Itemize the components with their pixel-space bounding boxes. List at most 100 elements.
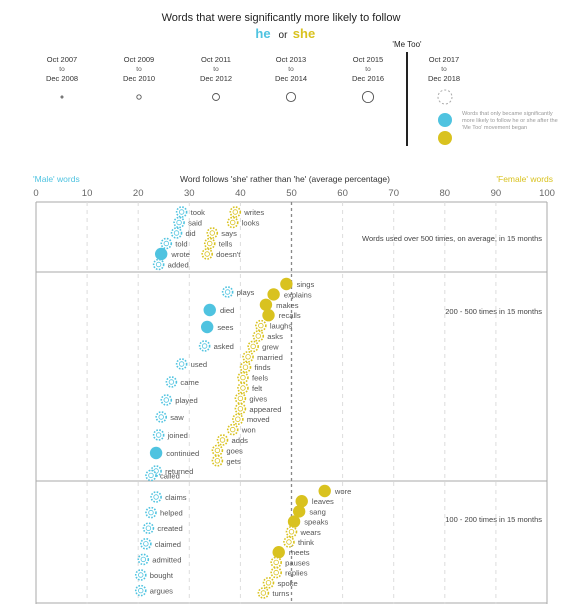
point-label: bought (150, 571, 174, 580)
data-point-core (168, 379, 175, 385)
data-point-core (201, 343, 208, 349)
data-point-core (273, 559, 279, 566)
panel-label: Words used over 500 times, on average, i… (362, 234, 542, 243)
point-label: finds (255, 363, 271, 372)
data-point (211, 454, 224, 467)
point-label: continued (166, 449, 199, 458)
data-point-core (224, 289, 231, 295)
legend-she-marker (438, 131, 452, 145)
data-point-core (138, 587, 144, 594)
period-size-marker (361, 90, 375, 104)
data-point (234, 402, 247, 415)
period-from: Oct 2015 (353, 55, 383, 64)
data-point (242, 350, 254, 363)
point-label: looks (242, 219, 260, 228)
data-point-core (265, 580, 272, 586)
period-until: Dec 2012 (200, 74, 232, 83)
data-point (160, 394, 173, 406)
data-point (232, 413, 244, 426)
data-point-core (153, 468, 159, 474)
x-tick-label: 100 (539, 188, 555, 199)
data-point-core (235, 416, 241, 422)
data-point-core (158, 414, 164, 420)
data-point (140, 537, 152, 550)
point-label: did (186, 229, 196, 238)
data-point (257, 587, 270, 599)
chart-title: Words that were significantly more likel… (162, 12, 401, 24)
x-tick-label: 0 (33, 188, 38, 199)
x-axis-ticks: 0 10 20 30 40 50 60 70 80 90 100 (33, 188, 555, 199)
data-point (201, 248, 213, 260)
data-point-core (250, 343, 256, 350)
data-point-core (258, 322, 264, 329)
data-point-core (163, 240, 170, 247)
point-label: wrote (170, 250, 190, 259)
x-tick-label: 60 (337, 188, 348, 199)
data-point-core (214, 458, 221, 464)
data-point (272, 546, 285, 559)
data-point (318, 484, 331, 498)
data-point (203, 303, 216, 317)
point-label: asked (214, 342, 234, 351)
data-point (145, 506, 157, 519)
data-point (237, 371, 249, 384)
point-label: leaves (312, 497, 334, 506)
point-label: married (257, 353, 283, 362)
data-point (137, 553, 150, 566)
point-label: used (191, 360, 207, 369)
data-point-core (176, 219, 182, 226)
period-to-word: to (441, 66, 447, 73)
data-point (154, 247, 168, 261)
point-label: appeared (249, 405, 281, 414)
data-point-core (140, 556, 147, 563)
point-label: laughs (270, 322, 293, 331)
axis-right-label: 'Female' words (496, 174, 553, 184)
metoo-label: 'Me Too' (392, 40, 422, 49)
point-label: think (298, 538, 314, 547)
period-until: Dec 2008 (46, 74, 78, 83)
point-label: created (157, 524, 182, 533)
data-point (150, 491, 162, 503)
data-point (226, 216, 239, 229)
data-point (270, 556, 282, 569)
data-point (142, 522, 155, 535)
point-label: gives (249, 394, 267, 403)
data-point (292, 505, 306, 518)
data-point (280, 277, 293, 291)
data-point-core (245, 354, 251, 360)
point-label: plays (237, 288, 255, 297)
point-label: grew (262, 342, 279, 351)
data-point (247, 340, 259, 353)
data-point (267, 288, 280, 301)
point-label: makes (276, 301, 299, 310)
data-point-core (230, 219, 236, 226)
data-point (252, 330, 265, 342)
data-point (134, 569, 147, 581)
point-label: called (160, 471, 180, 480)
data-point (155, 411, 167, 423)
point-label: admitted (152, 555, 181, 564)
point-label: feels (252, 374, 268, 383)
or-label: or (279, 30, 289, 41)
panel: 100 - 200 times in 15 months claims helped… (134, 484, 542, 599)
data-point (234, 392, 247, 405)
data-point (200, 320, 214, 334)
point-label: came (180, 378, 199, 387)
point-label: claims (165, 493, 187, 502)
point-label: moved (247, 415, 270, 424)
panel: Words used over 500 times, on average, i… (152, 206, 542, 271)
data-point-core (214, 447, 221, 454)
point-label: returned (165, 467, 193, 476)
data-point-core (219, 437, 226, 443)
data-point-core (273, 569, 279, 576)
point-label: explains (284, 290, 312, 299)
she-label: she (293, 26, 315, 41)
period-to-word: to (288, 66, 294, 73)
x-tick-label: 70 (388, 188, 399, 199)
data-point-core (148, 509, 154, 516)
data-point (206, 227, 219, 239)
data-point-core (148, 472, 154, 479)
